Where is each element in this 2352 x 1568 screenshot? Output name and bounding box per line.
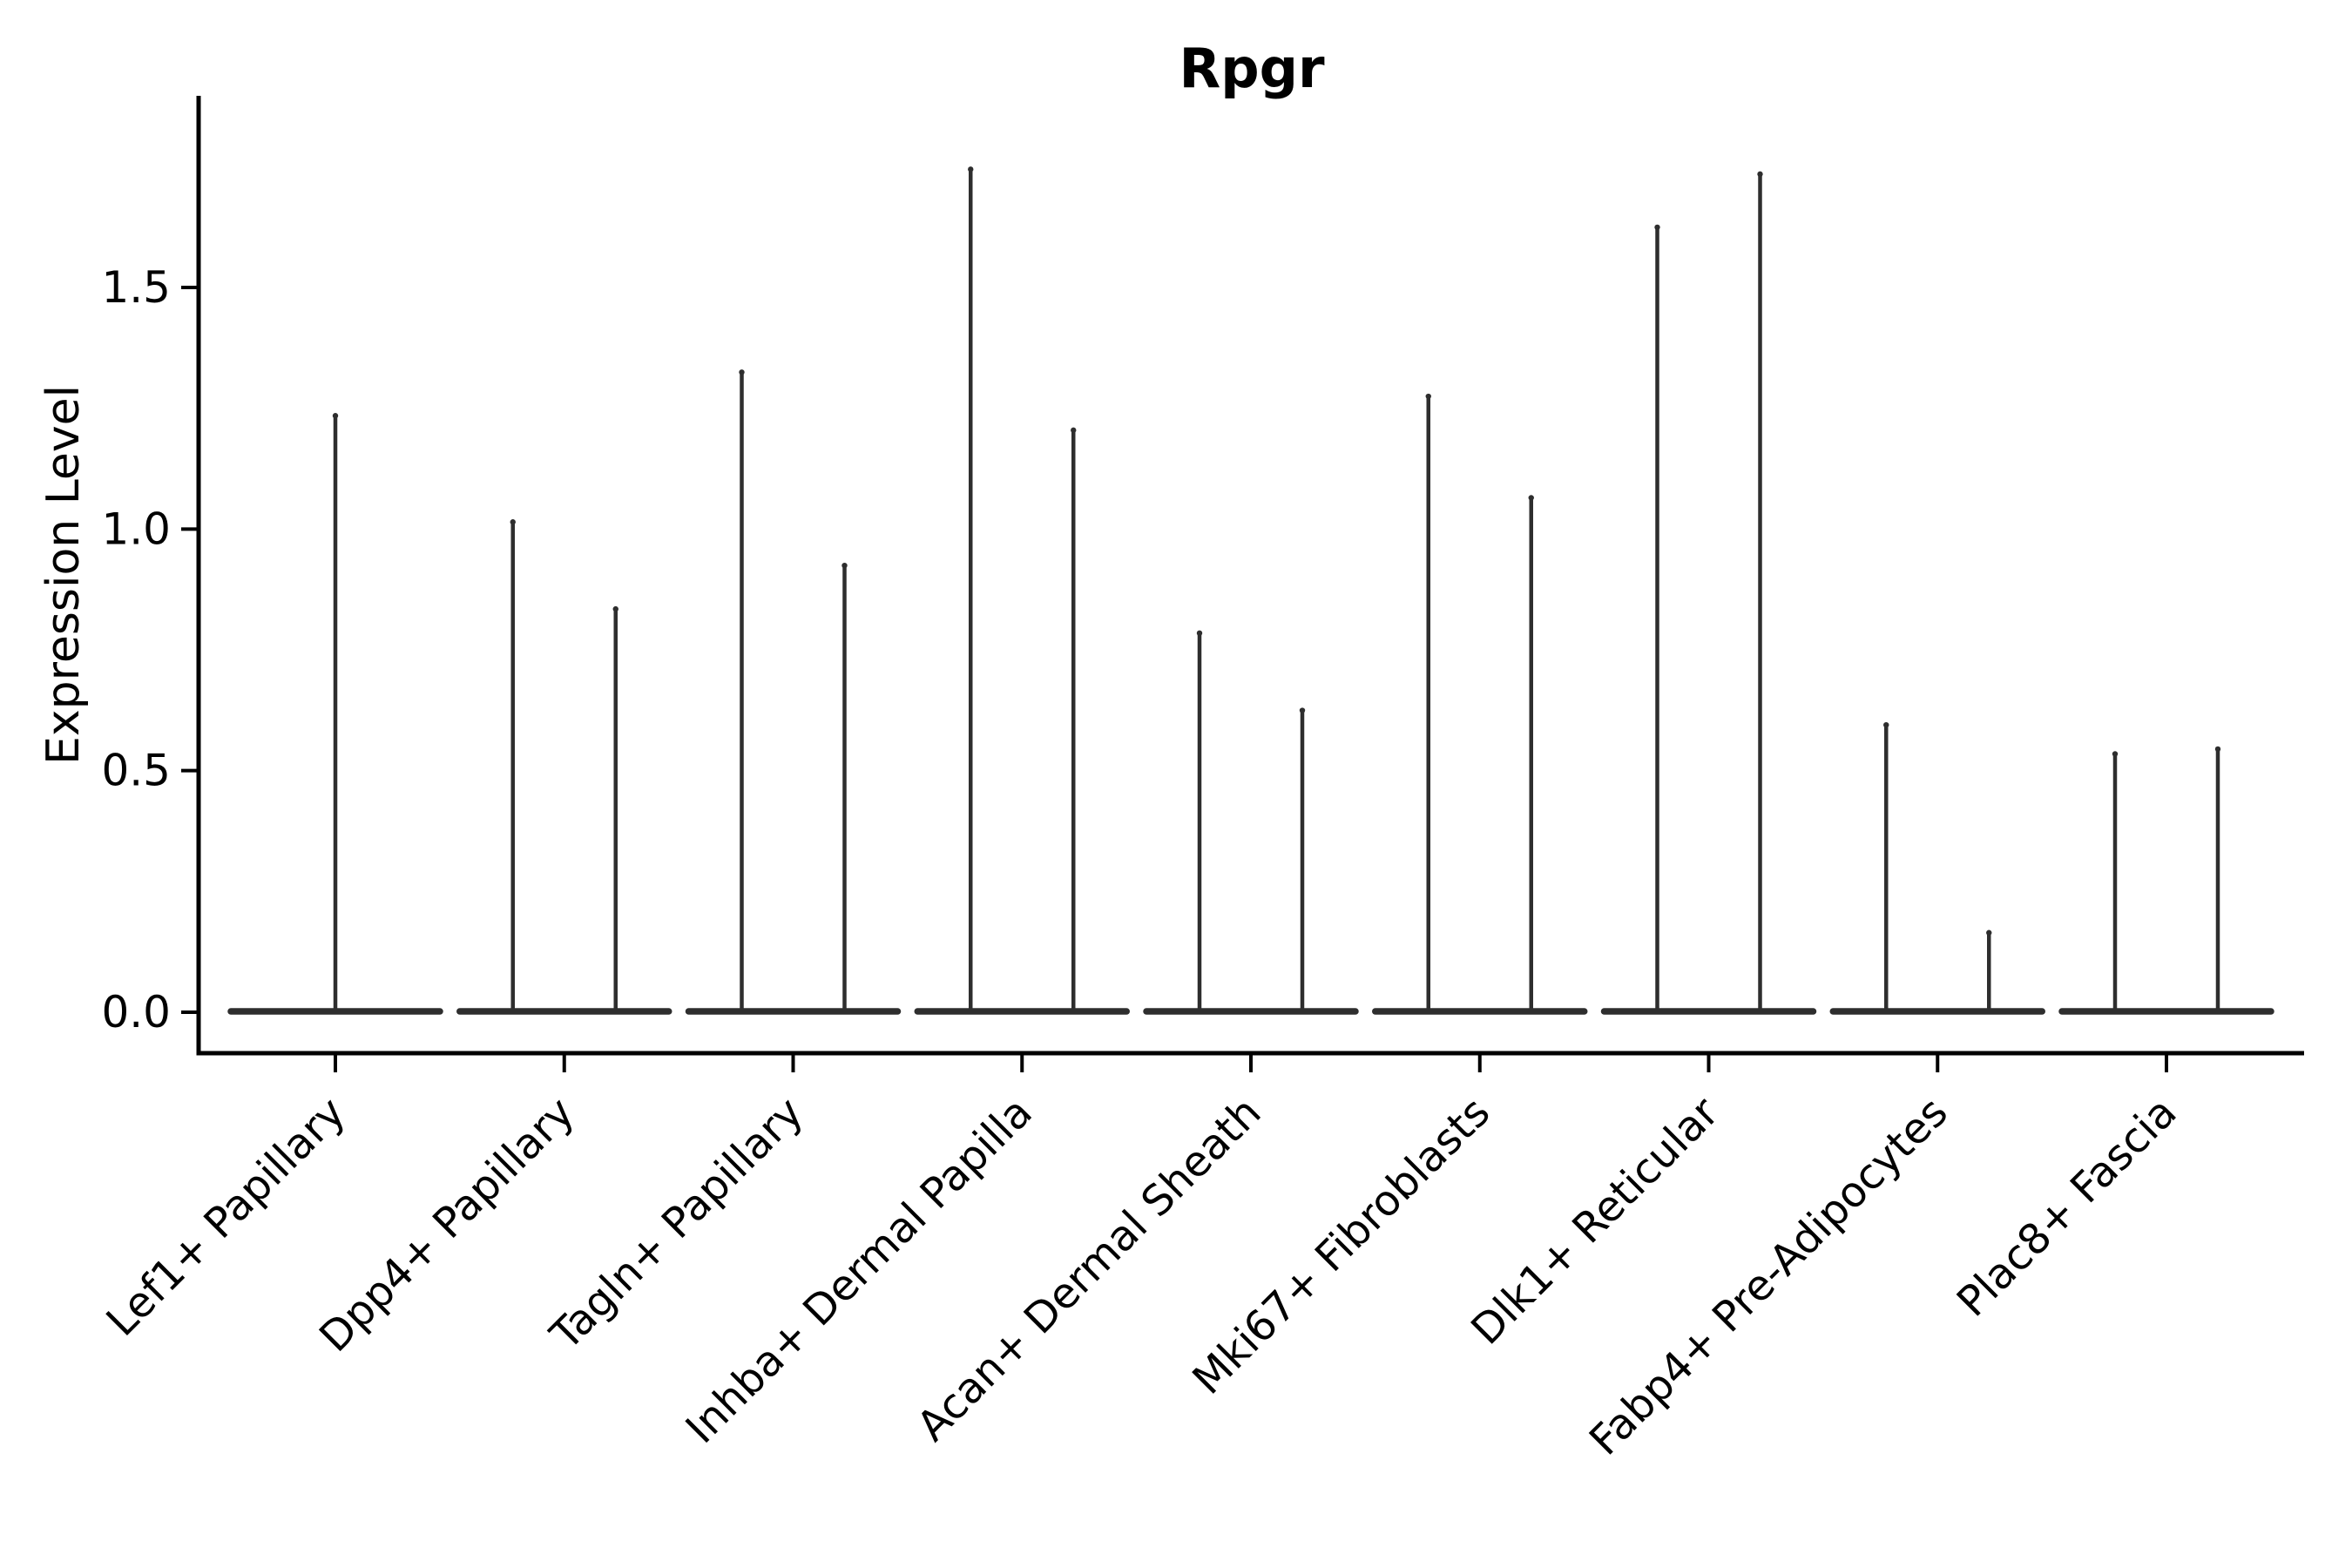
x-tick-label: Tagln+ Papillary bbox=[541, 1088, 813, 1360]
plot-title: Rpgr bbox=[1179, 37, 1325, 100]
violin-spike-tip bbox=[968, 166, 974, 172]
violin-spike-tip bbox=[612, 605, 618, 612]
violin-spike-tip bbox=[1528, 495, 1534, 501]
violin-spike-tip bbox=[1071, 427, 1077, 434]
x-tick-label: Dlk1+ Reticular bbox=[1462, 1088, 1728, 1355]
violin-spike-tip bbox=[1299, 707, 1306, 713]
violin-spike-tip bbox=[2214, 746, 2221, 753]
x-tick-label: Plac8+ Fascia bbox=[1948, 1088, 2186, 1327]
violin-spike-tip bbox=[332, 413, 339, 419]
violin-spike-tip bbox=[1757, 171, 1763, 178]
x-tick-label: Dpp4+ Papillary bbox=[310, 1088, 584, 1362]
violin-spike-tip bbox=[1654, 224, 1660, 231]
y-tick-label: 1.5 bbox=[101, 262, 171, 313]
violin-spike-tip bbox=[739, 369, 745, 375]
violin-spike-tip bbox=[1196, 630, 1203, 637]
y-tick-label: 1.0 bbox=[101, 504, 171, 554]
violin-spike-tip bbox=[1425, 393, 1431, 400]
violin-spike-tip bbox=[1883, 721, 1889, 728]
y-tick-label: 0.0 bbox=[101, 987, 171, 1037]
violin-spike-tip bbox=[1986, 929, 1992, 936]
y-tick-label: 0.5 bbox=[101, 746, 171, 796]
violin-spike-tip bbox=[2112, 751, 2119, 757]
x-tick-label: Lef1+ Papillary bbox=[98, 1088, 355, 1346]
violin-spike-tip bbox=[510, 519, 516, 525]
violin-spike-tip bbox=[841, 562, 848, 569]
